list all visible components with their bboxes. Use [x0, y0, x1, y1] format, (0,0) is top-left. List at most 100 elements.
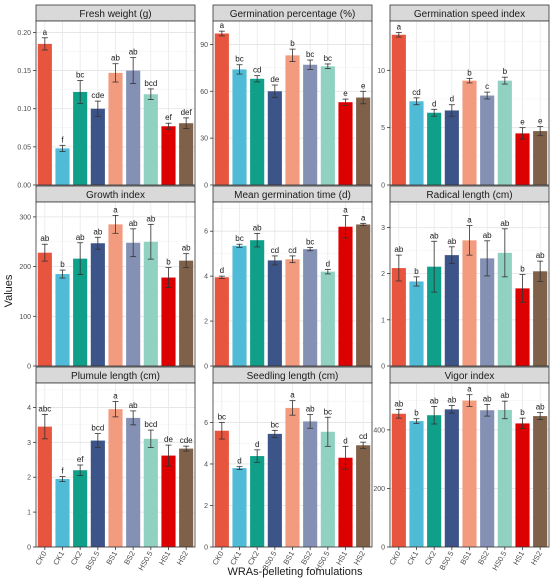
significance-letter: bc: [324, 54, 332, 63]
y-tick-label: 5: [381, 125, 385, 132]
y-tick-label: 3: [381, 225, 385, 232]
bar-CK1: [55, 274, 70, 366]
significance-letter: ab: [146, 214, 155, 223]
significance-letter: b: [520, 408, 525, 417]
significance-letter: bc: [235, 55, 243, 64]
bar-BS2: [480, 410, 495, 547]
bar-HS2: [179, 260, 194, 366]
x-tick-label: HS0.5: [490, 550, 508, 573]
significance-letter: ab: [76, 233, 85, 242]
x-tick-label: CK1: [51, 550, 66, 567]
bar-CK2: [250, 456, 265, 547]
bar-HS0.5: [497, 409, 512, 547]
bar-CK0: [214, 33, 229, 185]
significance-letter: e: [343, 89, 348, 98]
y-tick-label: 6: [204, 420, 208, 427]
significance-letter: a: [397, 22, 402, 31]
bar-HS0.5: [143, 241, 158, 366]
bar-CK2: [73, 470, 88, 547]
bar-HS2: [356, 445, 371, 547]
panel-border: [35, 20, 196, 186]
panel-title: Germination speed index: [414, 9, 525, 20]
x-tick-label: CK1: [228, 550, 243, 567]
bar-HS1: [161, 277, 176, 366]
bar-BS1: [108, 409, 123, 547]
significance-letter: ab: [111, 54, 120, 63]
significance-letter: ab: [483, 231, 492, 240]
significance-letter: cd: [288, 246, 296, 255]
significance-letter: ab: [447, 396, 456, 405]
bar-HS0.5: [497, 80, 512, 185]
significance-letter: c: [485, 82, 489, 91]
significance-letter: bc: [235, 234, 243, 243]
x-tick-label: CK2: [246, 550, 261, 567]
bar-HS1: [161, 126, 176, 185]
y-tick-label: 10: [377, 68, 385, 75]
bar-HS0.5: [320, 271, 335, 366]
bar-BS1: [285, 407, 300, 547]
significance-letter: b: [290, 39, 295, 48]
significance-letter: d: [343, 436, 347, 445]
significance-letter: bc: [76, 70, 84, 79]
significance-letter: ab: [306, 405, 315, 414]
significance-letter: ab: [447, 237, 456, 246]
facet-panels: Fresh weight (g)0.000.050.100.150.20 afbc…: [17, 4, 550, 573]
panel-3: Germination speed index 0 5 10 a cd d d b c b e e: [377, 4, 550, 190]
y-tick-label: 0: [204, 183, 208, 190]
y-tick-label: 90: [200, 42, 208, 49]
bar-CK0: [391, 34, 406, 185]
bar-CK1: [55, 148, 70, 185]
significance-letter: a: [467, 385, 472, 394]
bar-HS0.5: [497, 252, 512, 366]
x-tick-label: HS1: [334, 550, 349, 567]
y-tick-label: 0: [381, 545, 385, 552]
y-tick-label: 30: [200, 136, 208, 143]
significance-letter: ef: [77, 455, 84, 464]
bar-BS1: [285, 55, 300, 185]
bar-BS1: [462, 240, 477, 366]
bar-HS2: [179, 448, 194, 547]
bar-BS1: [285, 259, 300, 366]
significance-letter: bc: [218, 412, 226, 421]
bar-BS2: [303, 421, 318, 547]
y-tick-label: 0.10: [17, 106, 31, 113]
y-tick-label: 0.00: [17, 183, 31, 190]
significance-letter: e: [361, 81, 366, 90]
bar-HS1: [338, 457, 353, 547]
bar-HS2: [533, 416, 548, 547]
bar-HS1: [515, 133, 530, 185]
bar-BS0.5: [444, 110, 459, 185]
significance-letter: a: [113, 205, 118, 214]
bar-CK0: [37, 252, 52, 366]
bar-CK1: [232, 468, 247, 547]
significance-letter: b: [60, 260, 65, 269]
bar-BS0.5: [444, 255, 459, 366]
significance-letter: ab: [536, 251, 545, 260]
bar-HS0.5: [143, 94, 158, 185]
x-tick-label: BS2: [122, 550, 137, 567]
bar-HS1: [161, 455, 176, 547]
x-tick-label: BS1: [458, 550, 473, 567]
bar-CK0: [391, 268, 406, 366]
significance-letter: d: [450, 95, 454, 104]
y-tick-label: 6: [204, 229, 208, 236]
bar-CK1: [232, 69, 247, 185]
bar-BS1: [462, 80, 477, 185]
significance-letter: bc: [271, 420, 279, 429]
significance-letter: ab: [500, 219, 509, 228]
panel-title: Plumule length (cm): [71, 371, 160, 382]
panel-title: Radical length (cm): [426, 190, 512, 201]
significance-letter: e: [520, 118, 525, 127]
y-tick-label: 2: [204, 503, 208, 510]
y-tick-label: 0.05: [17, 144, 31, 151]
panel-2: Germination percentage (%) 0 30 60 90 a bc cdde…: [200, 4, 373, 190]
significance-letter: b: [414, 409, 419, 418]
significance-letter: cd: [359, 432, 367, 441]
panel-border: [389, 201, 550, 367]
bar-BS0.5: [90, 440, 105, 547]
x-tick-label: CK2: [69, 550, 84, 567]
y-tick-label: 60: [200, 89, 208, 96]
